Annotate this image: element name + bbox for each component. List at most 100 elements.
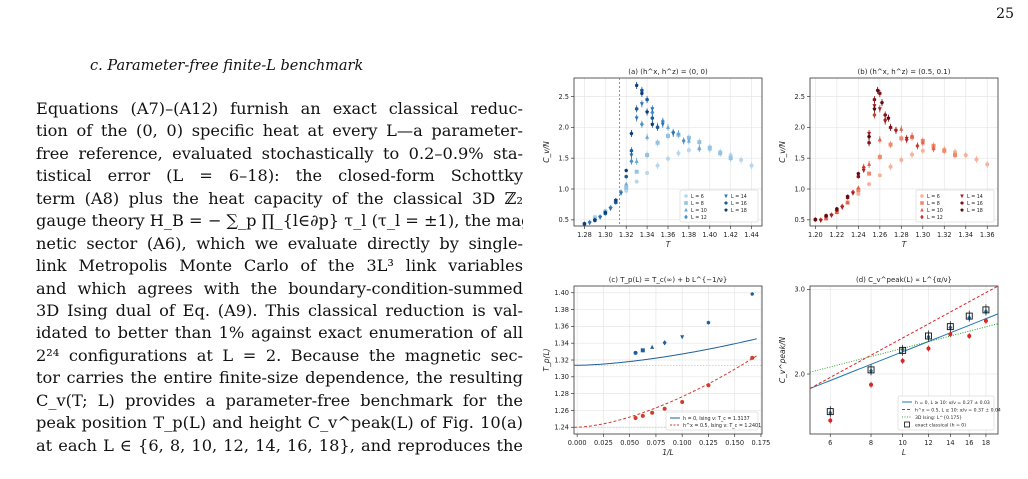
- data-point: [888, 125, 893, 130]
- legend-entry: L = 14: [967, 194, 983, 200]
- legend-entry: L = 12: [927, 215, 943, 221]
- data-point: [985, 162, 990, 167]
- data-point: [983, 318, 988, 323]
- data-point: [946, 323, 954, 331]
- data-point: [872, 106, 877, 111]
- data-point: [883, 119, 888, 124]
- x-tick-label: 0.100: [673, 439, 692, 447]
- y-tick-label: 2.5: [795, 93, 806, 101]
- y-axis-label: T_p(L): [542, 348, 551, 371]
- legend-entry: L = 6: [927, 194, 940, 200]
- data-point: [867, 134, 871, 139]
- page-number: 25: [996, 6, 1014, 22]
- data-point: [666, 156, 670, 161]
- data-point: [619, 191, 623, 196]
- y-tick-label: 1.0: [559, 185, 570, 193]
- legend-box: [679, 189, 759, 223]
- fit-curve: [574, 338, 757, 366]
- paragraph-line: at each L ∈ {6, 8, 10, 12, 14, 16, 18}, …: [36, 435, 523, 455]
- exact-classical-series: [826, 304, 990, 418]
- x-tick-label: 1.28: [894, 231, 909, 239]
- data-point: [633, 416, 638, 421]
- y-tick-label: 1.5: [559, 154, 570, 162]
- data-point: [877, 154, 882, 159]
- legend-entry: L = 14: [731, 194, 747, 200]
- data-point: [650, 344, 655, 349]
- fit-series-1: [809, 285, 999, 424]
- data-point: [639, 91, 644, 96]
- x-tick-label: 1.32: [619, 231, 634, 239]
- data-point: [967, 333, 972, 338]
- x-tick-label: 0.150: [725, 439, 744, 447]
- data-point: [856, 174, 861, 179]
- data-point: [899, 158, 904, 163]
- data-point: [869, 382, 874, 387]
- data-point: [886, 116, 891, 120]
- data-point: [861, 168, 866, 173]
- data-point: [686, 138, 691, 143]
- legend-entry: exact classical (h = 0): [915, 423, 966, 429]
- data-point: [856, 185, 861, 190]
- data-point: [707, 145, 712, 150]
- data-point: [878, 91, 882, 96]
- data-point: [681, 138, 686, 144]
- x-tick-label: 18: [982, 439, 990, 447]
- data-point: [634, 158, 639, 163]
- data-point: [640, 348, 645, 353]
- y-tick-label: 3.0: [795, 286, 806, 294]
- x-tick-label: 1.30: [915, 231, 930, 239]
- y-tick-label: 2.0: [795, 124, 806, 132]
- data-point: [867, 140, 871, 145]
- data-point: [624, 174, 628, 179]
- legend-entry: L = 18: [731, 208, 747, 214]
- x-tick-label: 0.000: [568, 439, 587, 447]
- data-point: [676, 151, 681, 156]
- paragraph-line: 3D Ising dual of Eq. (A9). This classica…: [36, 300, 523, 320]
- data-point: [915, 143, 920, 149]
- x-axis-label: T: [902, 240, 908, 249]
- data-point: [974, 157, 979, 162]
- data-point: [920, 140, 925, 145]
- x-axis-label: L: [902, 448, 906, 457]
- data-point: [750, 291, 755, 296]
- panel-d: 6 8 10 12 14 16 18 2.0 3.0 (d) C_v^peak(L) ∝ L^{α…: [778, 276, 1001, 457]
- data-point: [828, 418, 833, 423]
- data-point: [893, 128, 898, 133]
- y-axis-label: C_v^peak/N: [778, 337, 787, 384]
- y-tick-label: 1.5: [795, 154, 806, 162]
- y-tick-label: 2.5: [559, 93, 570, 101]
- data-point: [706, 320, 711, 325]
- data-point: [910, 133, 915, 138]
- data-point: [920, 148, 925, 153]
- data-point: [624, 181, 629, 186]
- y-tick-label: 1.0: [795, 185, 806, 193]
- paragraph-line: netic sector (A6), which we evaluate dir…: [36, 233, 523, 253]
- data-point: [684, 207, 688, 212]
- data-point: [662, 340, 667, 346]
- paragraph-line: idated to better than 1% against exact e…: [36, 323, 523, 343]
- x-tick-label: 1.26: [872, 231, 887, 239]
- y-tick-label: 1.26: [554, 407, 569, 415]
- data-point: [629, 158, 634, 164]
- paragraph-line: tor carries the entire finite-size depen…: [36, 368, 523, 388]
- x-tick-label: 1.24: [851, 231, 866, 239]
- x-tick-label: 0.075: [646, 439, 665, 447]
- y-tick-label: 1.36: [554, 323, 569, 331]
- x-tick-label: 1.22: [830, 231, 845, 239]
- data-point: [875, 88, 880, 92]
- paragraph-line: C_v(T; L) provides a parameter-free benc…: [36, 390, 523, 410]
- legend: L = 6L = 8L = 10L = 12 L = 14L = 16L = 18: [915, 189, 995, 223]
- x-tick-label: 16: [965, 439, 973, 447]
- legend-entry: L = 16: [967, 201, 983, 207]
- data-point: [650, 116, 655, 121]
- legend-box: [897, 395, 995, 431]
- data-point: [920, 194, 924, 198]
- x-tick-label: 1.20: [808, 231, 823, 239]
- x-axis-label: T: [666, 240, 672, 249]
- data-point: [655, 140, 660, 145]
- data-point: [834, 209, 839, 215]
- data-point: [960, 194, 964, 199]
- data-point: [899, 126, 904, 131]
- data-point: [739, 158, 744, 163]
- data-point: [639, 121, 644, 127]
